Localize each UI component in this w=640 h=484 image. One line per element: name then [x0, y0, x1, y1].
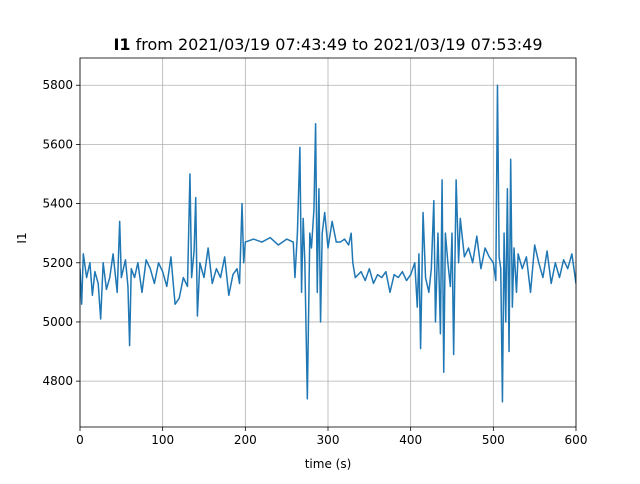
x-tick-label: 500 — [482, 433, 505, 447]
x-tick-label: 100 — [151, 433, 174, 447]
y-tick-label: 4800 — [42, 374, 73, 388]
y-tick-label: 5600 — [42, 137, 73, 151]
x-tick-label: 300 — [317, 433, 340, 447]
y-tick-label: 5200 — [42, 256, 73, 270]
y-tick-label: 5400 — [42, 197, 73, 211]
title-bold: I1 — [113, 35, 130, 54]
data-line — [80, 84, 576, 403]
x-axis-label: time (s) — [305, 457, 352, 471]
y-axis-label: I1 — [15, 232, 29, 243]
chart-title: I1 from 2021/03/19 07:43:49 to 2021/03/1… — [113, 35, 542, 54]
y-tick-label: 5800 — [42, 78, 73, 92]
x-tick-label: 0 — [76, 433, 84, 447]
x-tick-label: 400 — [399, 433, 422, 447]
title-text: from 2021/03/19 07:43:49 to 2021/03/19 0… — [136, 35, 543, 54]
y-tick-label: 5000 — [42, 315, 73, 329]
x-tick-label: 200 — [234, 433, 257, 447]
plot-frame — [79, 57, 577, 428]
x-tick-label: 600 — [565, 433, 588, 447]
